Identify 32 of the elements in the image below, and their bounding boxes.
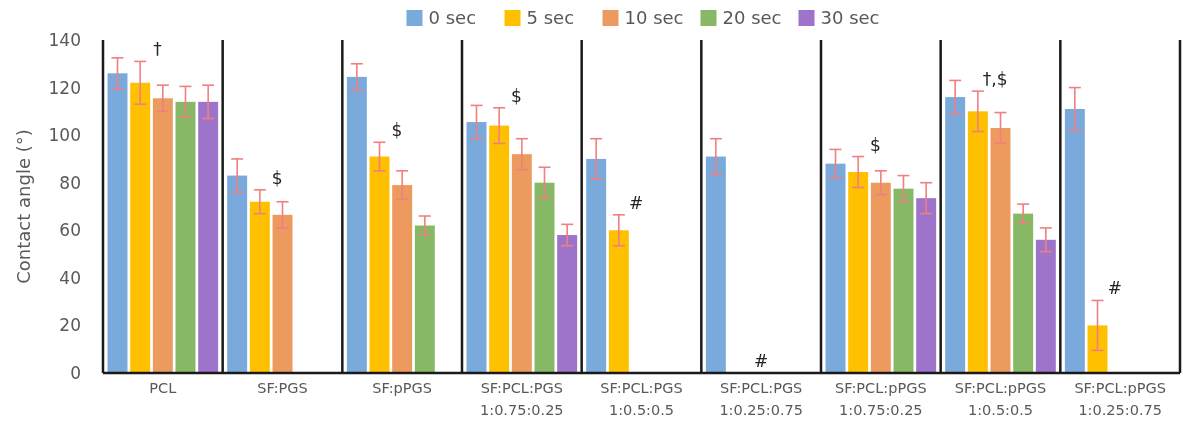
annotation: $ [391,120,403,141]
y-tick-label: 0 [70,362,81,383]
y-tick-label: 100 [48,125,81,146]
annotation: † [153,39,163,60]
x-tick-label: SF:PCL:PGS 1:0.5:0.5 [600,380,683,418]
legend-label: 0 sec [428,7,477,29]
annotation: $ [271,167,283,188]
annotation: $ [870,134,881,155]
annotation: # [754,351,769,371]
annotation: # [629,192,644,213]
x-tick-label: SF:pPGS [372,380,433,396]
x-tick-label: SF:PCL:pPGS 1:0.5:0.5 [954,380,1047,418]
x-tick-label: SF:PCL:PGS 1:0.75:0.25 [480,380,564,418]
annotation: $ [511,85,522,106]
annotation: # [1107,278,1122,299]
legend-label: 20 sec [722,7,782,29]
y-tick-label: 140 [48,29,81,50]
x-tick-label: PCL [149,380,177,396]
x-tick-label: SF:PGS [257,380,308,396]
legend-label: 10 sec [624,7,684,29]
y-tick-label: 120 [48,77,81,98]
x-tick-label: SF:PCL:PGS 1:0.25:0.75 [719,380,803,418]
legend-label: 30 sec [820,7,880,29]
x-tick-label: SF:PCL:pPGS 1:0.25:0.75 [1074,380,1166,418]
y-axis-title: Contact angle (°) [13,129,34,284]
y-tick-label: 60 [59,220,81,241]
annotation: †,$ [982,69,1008,90]
legend-label: 5 sec [526,7,575,29]
x-tick-label: SF:PCL:pPGS 1:0.75:0.25 [835,380,927,418]
y-tick-label: 80 [59,172,81,193]
y-tick-label: 40 [59,267,81,288]
y-tick-label: 20 [59,315,81,336]
